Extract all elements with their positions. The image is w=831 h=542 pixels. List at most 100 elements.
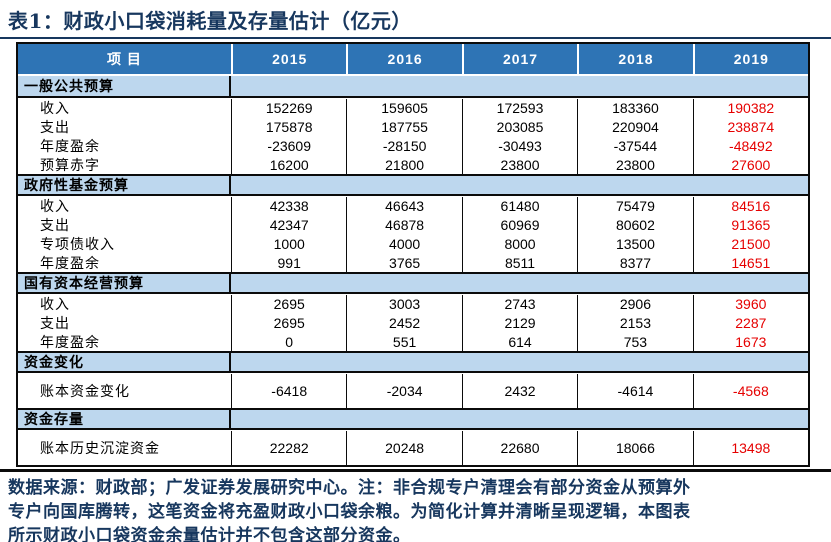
table-row: 收入 42338 46643 61480 75479 84516 <box>18 196 808 215</box>
cell-value: 75479 <box>577 197 692 215</box>
column-header-year: 2019 <box>692 44 808 74</box>
row-label: 收入 <box>40 199 70 215</box>
cell-value: 60969 <box>461 215 577 234</box>
section-label: 政府性基金预算 <box>18 176 231 194</box>
cell-value: 8377 <box>577 253 692 272</box>
section-label: 资金变化 <box>18 353 231 371</box>
table-row: 收入 152269 159605 172593 183360 190382 <box>18 98 808 117</box>
table-row: 年度盈余 -23609 -28150 -30493 -37544 -48492 <box>18 136 808 155</box>
cell-value: 2743 <box>461 295 577 313</box>
cell-value: 42347 <box>231 215 346 234</box>
cell-value: -23609 <box>231 136 346 155</box>
table-row: 专项债收入 1000 4000 8000 13500 21500 <box>18 234 808 253</box>
row-label: 预算赤字 <box>40 157 100 174</box>
cell-value: 27600 <box>692 155 808 174</box>
table-row: 收入 2695 3003 2743 2906 3960 <box>18 294 808 313</box>
section-body: 账本历史沉淀资金 22282 20248 22680 18066 13498 <box>18 430 808 465</box>
cell-value: 22680 <box>461 431 577 465</box>
row-label: 年度盈余 <box>40 255 100 272</box>
table-title: 表1：财政小口袋消耗量及存量估计（亿元） <box>8 9 412 33</box>
cell-value: 2695 <box>231 313 346 332</box>
section-header-row: 国有资本经营预算 <box>18 272 808 294</box>
cell-value: 8000 <box>461 234 577 253</box>
section-header-row: 资金变化 <box>18 351 808 373</box>
cell-value: 0 <box>231 332 346 351</box>
section-header-row: 资金存量 <box>18 408 808 430</box>
cell-value: 1000 <box>231 234 346 253</box>
row-label: 支出 <box>40 119 70 136</box>
section-label: 一般公共预算 <box>18 76 231 96</box>
table-row: 支出 42347 46878 60969 80602 91365 <box>18 215 808 234</box>
row-label: 支出 <box>40 315 70 332</box>
cell-value: 551 <box>346 332 461 351</box>
section-header-spacer <box>231 353 808 371</box>
row-label: 专项债收入 <box>40 236 115 253</box>
cell-value: 23800 <box>577 155 692 174</box>
cell-value: 13498 <box>692 431 808 465</box>
column-header-year: 2015 <box>231 44 346 74</box>
cell-value: 991 <box>231 253 346 272</box>
table-row: 预算赤字 16200 21800 23800 23800 27600 <box>18 155 808 174</box>
cell-value: -6418 <box>231 374 346 408</box>
cell-value: -4614 <box>577 374 692 408</box>
cell-value: 2452 <box>346 313 461 332</box>
table-row: 年度盈余 991 3765 8511 8377 14651 <box>18 253 808 272</box>
cell-value: 2432 <box>461 374 577 408</box>
row-label: 账本资金变化 <box>40 384 130 400</box>
row-label: 支出 <box>40 217 70 234</box>
source-note-line: 所示财政小口袋资金余量估计并不包含这部分资金。 <box>8 526 411 542</box>
table-header-row: 项 目 2015 2016 2017 2018 2019 <box>18 44 808 76</box>
cell-value: 2906 <box>577 295 692 313</box>
cell-value: 152269 <box>231 99 346 117</box>
row-label: 收入 <box>40 101 70 117</box>
cell-value: 203085 <box>461 117 577 136</box>
cell-value: 3003 <box>346 295 461 313</box>
cell-value: 3765 <box>346 253 461 272</box>
cell-value: 13500 <box>577 234 692 253</box>
cell-value: 2287 <box>692 313 808 332</box>
section-label: 资金存量 <box>18 410 231 428</box>
cell-value: 187755 <box>346 117 461 136</box>
cell-value: 20248 <box>346 431 461 465</box>
source-note-line: 数据来源：财政部；广发证券发展研究中心。注：非合规专户清理会有部分资金从预算外 <box>8 478 691 498</box>
bottom-divider <box>0 469 831 472</box>
title-divider <box>0 37 831 39</box>
data-table: 项 目 2015 2016 2017 2018 2019 一般公共预算收入 152… <box>16 42 810 467</box>
row-label: 账本历史沉淀资金 <box>40 441 160 457</box>
cell-value: 4000 <box>346 234 461 253</box>
cell-value: 80602 <box>577 215 692 234</box>
section-header-spacer <box>231 274 808 292</box>
section-body: 收入 42338 46643 61480 75479 84516 支出 42347 46878 6… <box>18 196 808 272</box>
cell-value: 220904 <box>577 117 692 136</box>
section-header-spacer <box>231 176 808 194</box>
row-label: 年度盈余 <box>40 138 100 155</box>
cell-value: 21500 <box>692 234 808 253</box>
cell-value: 2129 <box>461 313 577 332</box>
table-row: 支出 175878 187755 203085 220904 238874 <box>18 117 808 136</box>
column-header-year: 2016 <box>346 44 461 74</box>
cell-value: 91365 <box>692 215 808 234</box>
cell-value: 16200 <box>231 155 346 174</box>
cell-value: 22282 <box>231 431 346 465</box>
table-row: 年度盈余 0 551 614 753 1673 <box>18 332 808 351</box>
cell-value: -30493 <box>461 136 577 155</box>
cell-value: 190382 <box>692 99 808 117</box>
column-header-year: 2017 <box>461 44 577 74</box>
cell-value: 159605 <box>346 99 461 117</box>
table-row: 账本历史沉淀资金 22282 20248 22680 18066 13498 <box>18 430 808 465</box>
cell-value: -48492 <box>692 136 808 155</box>
table-body: 一般公共预算收入 152269 159605 172593 183360 190382 支出… <box>18 76 808 465</box>
source-note: 数据来源：财政部；广发证券发展研究中心。注：非合规专户清理会有部分资金从预算外 … <box>0 472 831 542</box>
cell-value: 175878 <box>231 117 346 136</box>
cell-value: 18066 <box>577 431 692 465</box>
cell-value: 42338 <box>231 197 346 215</box>
row-label: 收入 <box>40 297 70 313</box>
cell-value: 1673 <box>692 332 808 351</box>
cell-value: 46878 <box>346 215 461 234</box>
section-header-spacer <box>231 76 808 96</box>
section-header-spacer <box>231 410 808 428</box>
cell-value: 46643 <box>346 197 461 215</box>
cell-value: 183360 <box>577 99 692 117</box>
cell-value: 172593 <box>461 99 577 117</box>
